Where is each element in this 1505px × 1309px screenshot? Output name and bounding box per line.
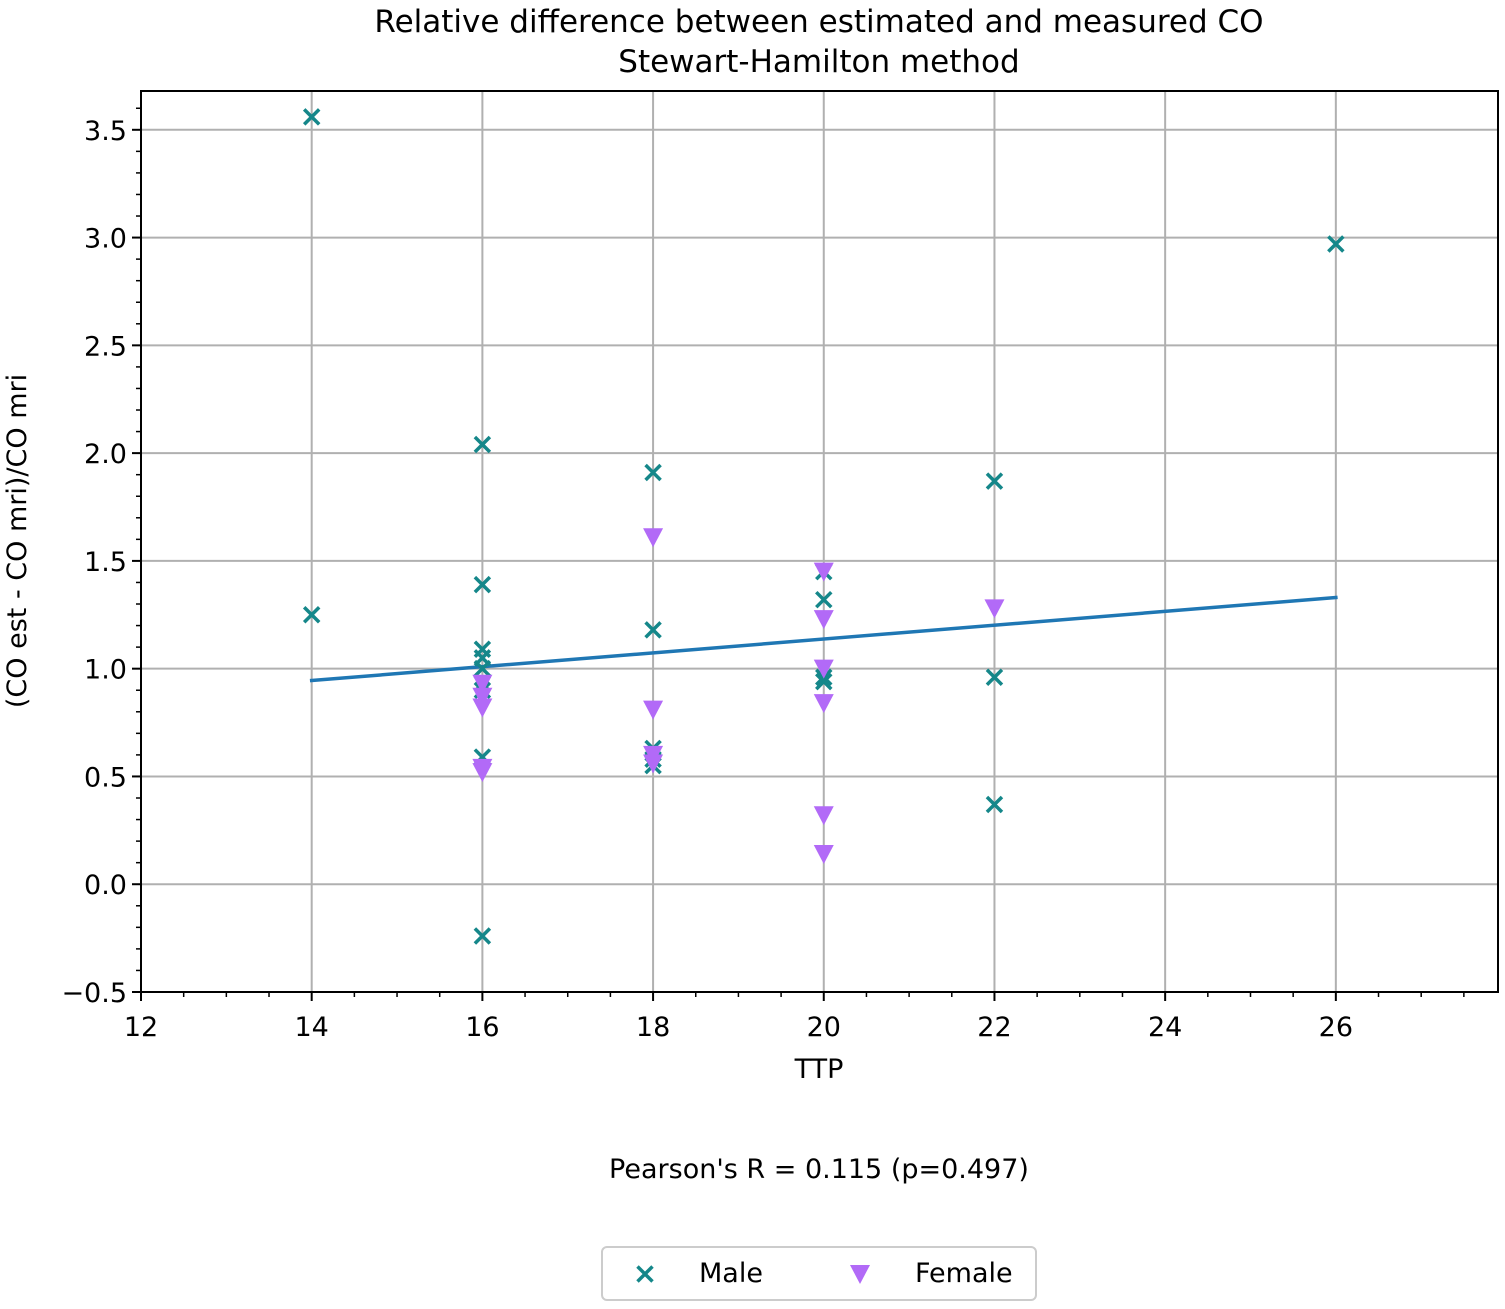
female-point	[813, 694, 834, 714]
x-tick-label: 26	[1319, 1012, 1353, 1043]
female-point	[813, 659, 834, 679]
y-tick-label: 3.5	[84, 116, 127, 147]
x-tick-label: 22	[977, 1012, 1011, 1043]
y-tick-label: 1.5	[84, 547, 127, 578]
male-point	[473, 435, 492, 454]
legend-female-symbol	[850, 1265, 870, 1284]
female-point	[813, 610, 834, 630]
female-point	[984, 599, 1005, 619]
female-point	[813, 562, 834, 582]
female-point	[472, 687, 493, 707]
x-axis-label: TTP	[794, 1054, 844, 1085]
male-point	[302, 108, 321, 126]
male-point	[644, 463, 662, 482]
male-point	[1327, 235, 1345, 253]
male-point	[473, 575, 492, 594]
legend-male-symbol	[636, 1265, 654, 1283]
y-tick-label: −0.5	[61, 978, 127, 1009]
female-point	[472, 698, 493, 718]
female-point	[472, 674, 493, 694]
female-point	[643, 700, 664, 720]
legend-frame	[601, 1246, 1037, 1301]
plot-area-frame	[140, 90, 1499, 993]
y-tick-label: 2.0	[84, 439, 127, 470]
legend-male-label: Male	[699, 1258, 763, 1289]
x-tick-label: 20	[807, 1012, 841, 1043]
legend-female-marker	[850, 1265, 870, 1284]
male-point	[302, 606, 321, 624]
data-points	[302, 108, 1345, 945]
pearson-annotation: Pearson's R = 0.115 (p=0.497)	[609, 1154, 1029, 1185]
y-tick-label: 2.5	[84, 331, 127, 362]
male-point	[985, 472, 1004, 490]
grid-lines	[140, 91, 1498, 993]
y-tick-label: 1.0	[84, 655, 127, 686]
female-point	[643, 754, 664, 774]
legend: Male Female	[601, 1246, 1037, 1301]
x-tick-label: 24	[1148, 1012, 1182, 1043]
y-tick-label: 0.0	[84, 870, 127, 901]
female-point	[643, 528, 664, 548]
x-tick-label: 12	[124, 1012, 158, 1043]
female-point	[813, 845, 834, 865]
x-tick-label: 18	[636, 1012, 670, 1043]
male-point	[985, 795, 1004, 814]
legend-female-label: Female	[915, 1258, 1013, 1289]
male-point	[815, 590, 833, 609]
male-point	[644, 621, 662, 639]
y-tick-label: 0.5	[84, 762, 127, 793]
male-point	[473, 659, 492, 678]
x-tick-label: 16	[465, 1012, 499, 1043]
male-point	[473, 927, 492, 945]
y-tick-label: 3.0	[84, 224, 127, 255]
male-point	[985, 668, 1004, 687]
male-point	[815, 672, 833, 691]
y-axis-ticks: −0.5 0.0 0.5 1.0 1.5 2.0 2.5 3.0 3.5	[61, 107, 141, 1009]
legend-male-marker	[636, 1265, 654, 1283]
x-axis-ticks: 12 14 16 18 20 22 24 26	[124, 992, 1465, 1043]
female-point	[813, 806, 834, 826]
y-axis-label: (CO est - CO mri)/CO mri	[2, 374, 33, 708]
chart-title: Relative difference between estimated an…	[374, 4, 1263, 40]
x-tick-label: 14	[295, 1012, 329, 1043]
chart-subtitle: Stewart-Hamilton method	[618, 44, 1019, 80]
female-point	[472, 763, 493, 783]
